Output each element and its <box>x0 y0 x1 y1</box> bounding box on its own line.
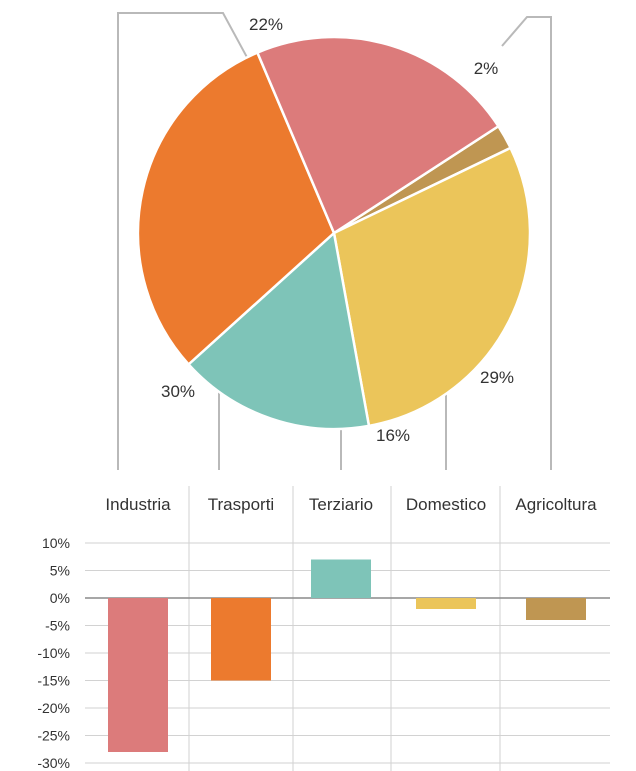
pie-chart <box>136 35 532 431</box>
bar-domestico <box>416 598 476 609</box>
category-label-trasporti: Trasporti <box>208 495 274 514</box>
y-tick-label: 10% <box>42 535 70 551</box>
y-tick-label: -10% <box>37 645 70 661</box>
category-label-terziario: Terziario <box>309 495 373 514</box>
y-tick-label: 5% <box>50 563 70 579</box>
pie-slice-trasporti <box>136 51 336 366</box>
bar-y-tick-labels: 10% 5% 0% -5% -10% -15% -20% -25% -30% <box>37 535 70 771</box>
bar-terziario <box>311 559 371 598</box>
bar-chart <box>108 559 586 752</box>
pie-label-trasporti: 30% <box>161 382 195 401</box>
pie-label-domestico: 29% <box>480 368 514 387</box>
leader-line-industria <box>117 12 263 470</box>
pie-label-terziario: 16% <box>376 426 410 445</box>
category-label-industria: Industria <box>105 495 171 514</box>
y-tick-label: -30% <box>37 755 70 771</box>
pie-label-industria: 22% <box>249 15 283 34</box>
category-label-agricoltura: Agricoltura <box>515 495 597 514</box>
pie-slice-industria <box>256 35 500 235</box>
category-label-domestico: Domestico <box>406 495 486 514</box>
leader-line-agricoltura <box>501 16 552 470</box>
bar-category-labels: Industria Trasporti Terziario Domestico Agri… <box>105 495 597 514</box>
bar-trasporti <box>211 598 271 681</box>
pie-label-agricoltura: 2% <box>474 59 499 78</box>
pie-labels: 2% 29% 16% 30% 22% <box>161 15 514 445</box>
pie-slice-domestico <box>332 146 532 428</box>
bar-industria <box>108 598 168 752</box>
pie-slice-terziario <box>187 231 371 431</box>
y-tick-label: 0% <box>50 590 70 606</box>
y-tick-label: -20% <box>37 700 70 716</box>
y-tick-label: -15% <box>37 673 70 689</box>
y-tick-label: -25% <box>37 728 70 744</box>
leader-lines <box>117 12 552 470</box>
bar-agricoltura <box>526 598 586 620</box>
y-tick-label: -5% <box>45 618 70 634</box>
